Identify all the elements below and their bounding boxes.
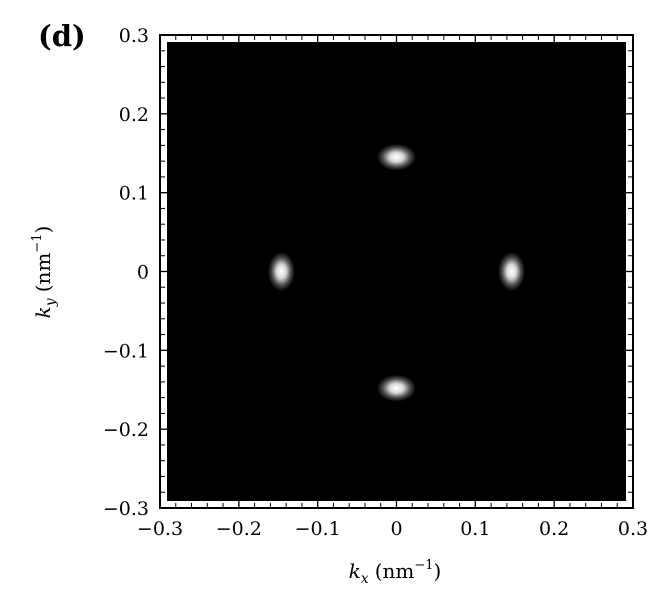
x-tick-label: 0 (390, 518, 402, 540)
intensity-spot-2 (267, 251, 295, 292)
x-tick-label: −0.2 (216, 518, 262, 540)
y-tick-label: 0.1 (119, 183, 149, 205)
y-tick-label: 0 (137, 262, 149, 284)
y-tick-label: 0.3 (119, 25, 149, 47)
intensity-spot-3 (498, 251, 526, 292)
y-axis: −0.3 −0.2 −0.1 0 0.1 0.2 0.3 (103, 25, 633, 520)
y-axis-label-unit: (nm (31, 253, 55, 293)
x-axis-label-var: k (349, 559, 361, 583)
x-tick-label: 0.1 (460, 518, 490, 540)
y-axis-label-sub: y (43, 297, 59, 307)
y-axis-label-sup: −1 (30, 233, 45, 252)
y-tick-label: 0.2 (119, 104, 149, 126)
x-axis-label-sup: −1 (414, 558, 433, 573)
y-tick-label: −0.3 (103, 498, 149, 520)
y-axis-label: ky(nm−1) (30, 226, 59, 319)
x-tick-label: 0.3 (618, 518, 648, 540)
intensity-spot-4 (376, 374, 417, 402)
x-tick-label: 0.2 (539, 518, 569, 540)
y-axis-label-var: k (31, 306, 55, 318)
x-axis-label-sub: x (361, 571, 369, 587)
x-tick-label: −0.1 (295, 518, 341, 540)
plot-area (159, 34, 634, 509)
x-axis-label: kx (nm−1) (349, 558, 442, 587)
intensity-spot-1 (376, 143, 417, 171)
x-tick-label: −0.3 (137, 518, 183, 540)
x-axis: −0.3 −0.2 −0.1 0 0.1 0.2 0.3 (137, 35, 648, 540)
heatmap-field (167, 42, 626, 501)
panel-label: (d) (38, 19, 86, 53)
y-tick-label: −0.2 (103, 419, 149, 441)
y-tick-label: −0.1 (103, 340, 149, 362)
x-axis-label-unit: (nm (375, 559, 415, 583)
